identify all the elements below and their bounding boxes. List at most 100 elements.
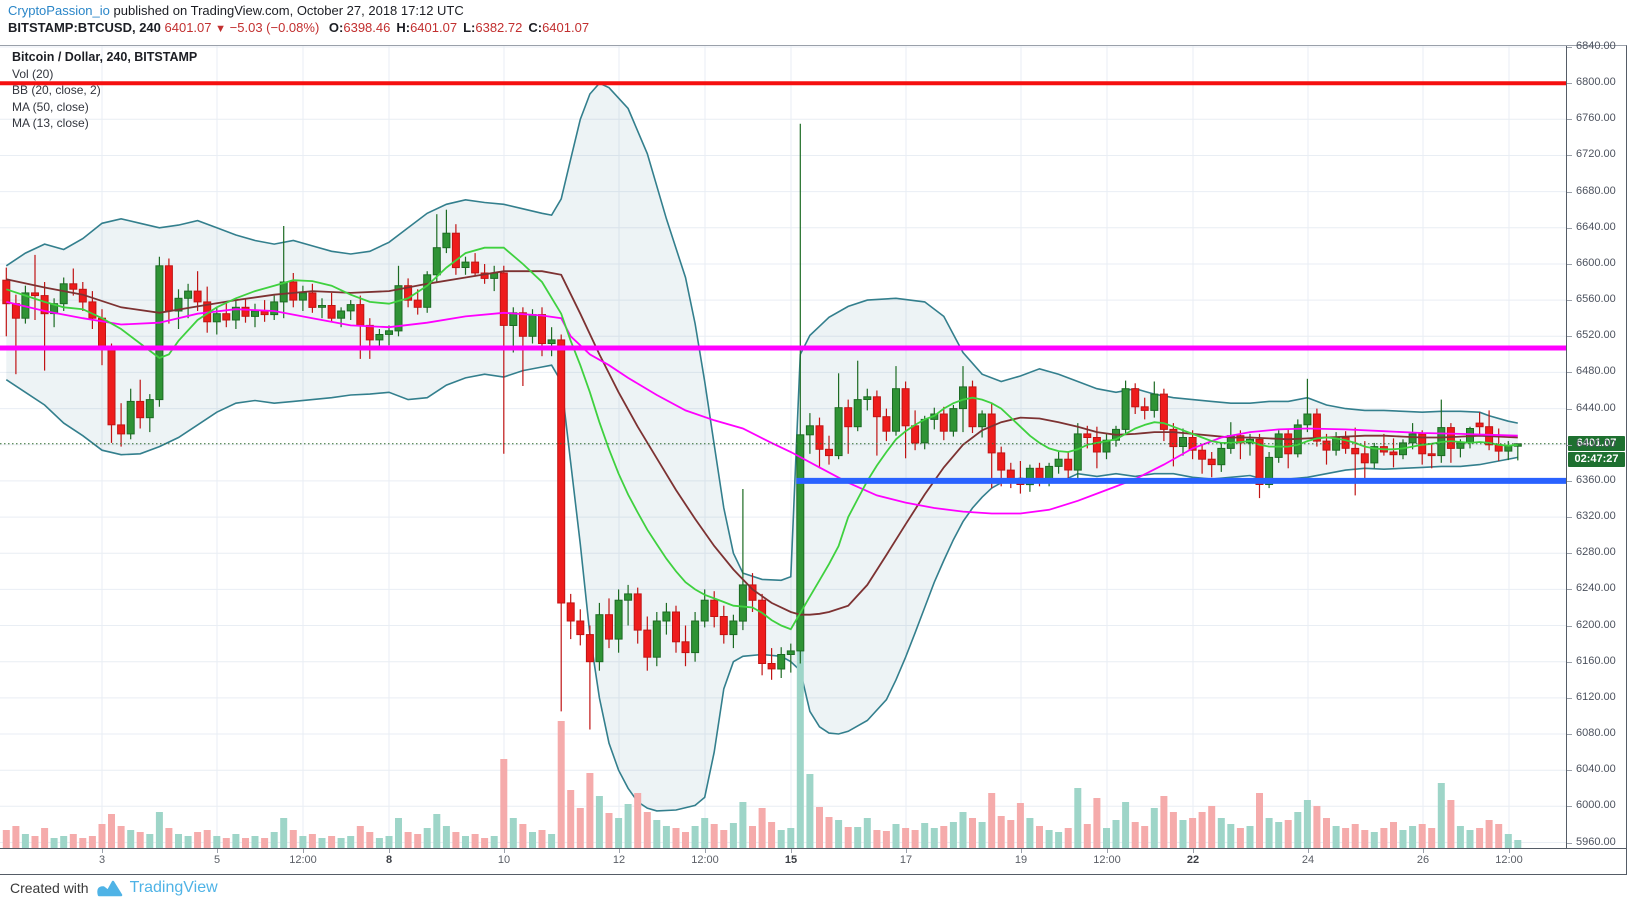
price-axis-label: 6680.00 bbox=[1576, 185, 1616, 197]
time-axis-tick bbox=[1308, 849, 1309, 853]
volume-bar bbox=[978, 822, 986, 848]
candle bbox=[777, 654, 786, 670]
drawn-horizontal-lines bbox=[0, 81, 1566, 484]
candle bbox=[719, 616, 728, 636]
legend-bollinger-indicator[interactable]: BB (20, close, 2) bbox=[12, 83, 101, 97]
published-text: published on TradingView.com, October 27… bbox=[109, 3, 464, 18]
time-axis-label: 24 bbox=[1301, 854, 1315, 866]
price-axis-label: 6640.00 bbox=[1576, 221, 1616, 233]
legend-symbol[interactable]: Bitcoin / Dollar, 240, BITSTAMP bbox=[12, 50, 198, 64]
volume-bar bbox=[749, 826, 756, 848]
ohlc-value: 6401.07 bbox=[542, 20, 590, 35]
volume-bar bbox=[729, 823, 737, 848]
price-axis-tick bbox=[1567, 698, 1572, 699]
time-axis-label: 10 bbox=[497, 854, 511, 866]
volume-bar bbox=[60, 836, 68, 848]
volume-bar bbox=[1294, 812, 1302, 848]
volume-bar bbox=[911, 830, 919, 848]
candle bbox=[1025, 467, 1034, 486]
volume-bar bbox=[720, 830, 728, 848]
candle bbox=[758, 599, 767, 665]
moving-averages bbox=[6, 246, 1518, 631]
candle bbox=[767, 663, 776, 670]
volume-bar bbox=[280, 818, 288, 848]
price-axis-label: 6520.00 bbox=[1576, 329, 1616, 341]
volume-bar bbox=[1399, 830, 1407, 848]
volume-bar bbox=[232, 834, 240, 848]
price-axis-label: 6560.00 bbox=[1576, 293, 1616, 305]
volume-bar bbox=[758, 808, 766, 848]
legend-volume-indicator[interactable]: Vol (20) bbox=[12, 66, 54, 81]
volume-bar bbox=[1112, 820, 1120, 848]
time-axis-label: 15 bbox=[784, 854, 798, 866]
publisher-link[interactable]: CryptoPassion_io bbox=[8, 3, 110, 18]
volume-bar bbox=[1466, 830, 1474, 848]
candle bbox=[1255, 438, 1264, 485]
legend-ma50-indicator[interactable]: MA (50, close) bbox=[12, 99, 89, 114]
price-axis-label: 6080.00 bbox=[1576, 727, 1616, 739]
price-chart-canvas[interactable] bbox=[0, 46, 1566, 848]
time-axis[interactable]: 3 5 12:00 8 10 12 12:00 15 17 19 12:00 22 24 26 12:00 bbox=[0, 848, 1626, 875]
volume-bar bbox=[1160, 796, 1168, 848]
volume-bar bbox=[490, 836, 498, 848]
ohlc-label: L: bbox=[463, 20, 476, 35]
volume-bar bbox=[1227, 824, 1235, 848]
volume-bar bbox=[1122, 802, 1130, 848]
volume-bar bbox=[796, 648, 804, 848]
volume-bar bbox=[1036, 826, 1043, 848]
volume-bar bbox=[529, 832, 536, 848]
volume-bar bbox=[462, 836, 469, 848]
volume-bar bbox=[337, 838, 345, 848]
volume-bar bbox=[1103, 828, 1110, 848]
volume-bar bbox=[395, 818, 402, 848]
candle bbox=[231, 306, 240, 321]
time-axis-tick bbox=[303, 849, 304, 853]
volume-bar bbox=[825, 817, 833, 848]
price-axis-label: 6600.00 bbox=[1576, 257, 1616, 269]
price-change: −5.03 (−0.08%) bbox=[229, 20, 320, 35]
candle bbox=[595, 614, 604, 663]
candle bbox=[88, 301, 97, 319]
volume-bar bbox=[739, 802, 747, 848]
candle bbox=[624, 593, 633, 601]
volume-bar bbox=[605, 813, 613, 848]
price-axis-label: 6400.00 bbox=[1576, 438, 1616, 450]
time-axis-tick bbox=[1107, 849, 1108, 853]
symbol-name[interactable]: BITSTAMP:BTCUSD, 240 bbox=[8, 20, 161, 35]
price-axis-tick bbox=[1567, 843, 1572, 844]
candle bbox=[184, 290, 193, 299]
candle bbox=[471, 261, 480, 274]
candle bbox=[566, 602, 575, 622]
candle bbox=[585, 634, 594, 663]
candle bbox=[164, 265, 173, 312]
candle bbox=[155, 265, 164, 401]
candle bbox=[174, 297, 183, 312]
candle bbox=[557, 339, 566, 604]
time-axis-label: 19 bbox=[1014, 854, 1028, 866]
volume-bar bbox=[1342, 828, 1350, 848]
candle bbox=[978, 413, 987, 428]
candle bbox=[853, 399, 862, 428]
candle bbox=[681, 641, 690, 654]
ohlc-label: C: bbox=[528, 20, 543, 35]
price-axis[interactable]: 6401.07 02:47:27 6840.00 6800.00 6760.00 67… bbox=[1566, 40, 1627, 848]
volume-bar bbox=[2, 830, 10, 848]
volume-bar bbox=[1390, 822, 1397, 848]
volume-bar bbox=[949, 822, 957, 848]
candle bbox=[145, 399, 154, 419]
volume-bar bbox=[12, 826, 20, 848]
time-axis-tick bbox=[705, 849, 706, 853]
volume-bar bbox=[452, 832, 460, 848]
volume-bar bbox=[347, 836, 355, 848]
tradingview-link[interactable]: TradingView bbox=[129, 879, 218, 896]
candle bbox=[509, 312, 518, 326]
volume-bar bbox=[586, 773, 594, 848]
candle bbox=[738, 584, 747, 622]
tradingview-logo-icon[interactable] bbox=[96, 878, 123, 898]
volume-bar bbox=[1016, 803, 1024, 848]
legend-ma13-indicator[interactable]: MA (13, close) bbox=[12, 116, 89, 130]
time-axis-tick bbox=[1193, 849, 1194, 853]
volume-bar bbox=[615, 818, 623, 848]
time-axis-label: 5 bbox=[213, 854, 221, 866]
volume-bar bbox=[567, 790, 575, 848]
